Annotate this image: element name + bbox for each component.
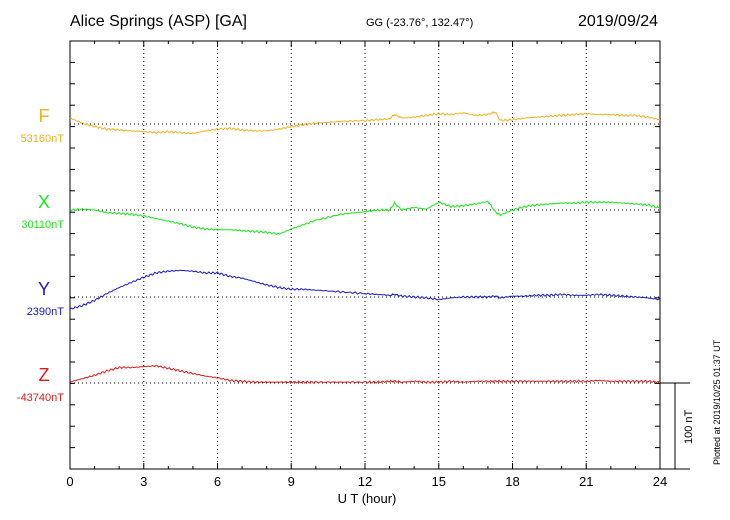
axis-ticks (69, 41, 661, 470)
x-tick-label: 18 (505, 474, 519, 489)
component-letter-f: F (39, 106, 50, 126)
component-letter-x: X (38, 192, 50, 212)
component-baseline-z: -43740nT (17, 392, 64, 404)
scale-bar: 100 nT (660, 382, 695, 470)
x-axis-label: U T (hour) (338, 491, 397, 506)
component-baseline-f: 53160nT (21, 133, 65, 145)
series-lines (69, 110, 661, 384)
grid-lines (70, 41, 660, 469)
component-letter-y: Y (38, 279, 50, 299)
x-tick-label: 24 (653, 474, 667, 489)
station-coordinates: GG (-23.76°, 132.47°) (366, 17, 474, 29)
component-letter-z: Z (39, 365, 50, 385)
series-z-line (69, 364, 661, 384)
component-baseline-x: 30110nT (21, 219, 64, 231)
x-tick-label: 0 (66, 474, 73, 489)
chart-date: 2019/09/24 (578, 13, 659, 30)
x-tick-label: 3 (140, 474, 147, 489)
component-labels: F 53160nT X 30110nT Y 2390nT Z -43740nT (17, 106, 64, 404)
x-tick-labels: 0 3 6 9 12 15 18 21 24 (66, 474, 667, 489)
x-tick-label: 12 (358, 474, 372, 489)
series-x-line (69, 200, 661, 235)
x-tick-label: 21 (579, 474, 593, 489)
series-y-line (69, 269, 661, 310)
x-tick-label: 9 (288, 474, 295, 489)
x-tick-label: 6 (214, 474, 221, 489)
series-f-line (69, 110, 661, 135)
component-baseline-y: 2390nT (27, 306, 65, 318)
scale-bar-label: 100 nT (683, 409, 695, 444)
x-tick-label: 15 (432, 474, 446, 489)
station-title: Alice Springs (ASP) [GA] (70, 13, 247, 30)
